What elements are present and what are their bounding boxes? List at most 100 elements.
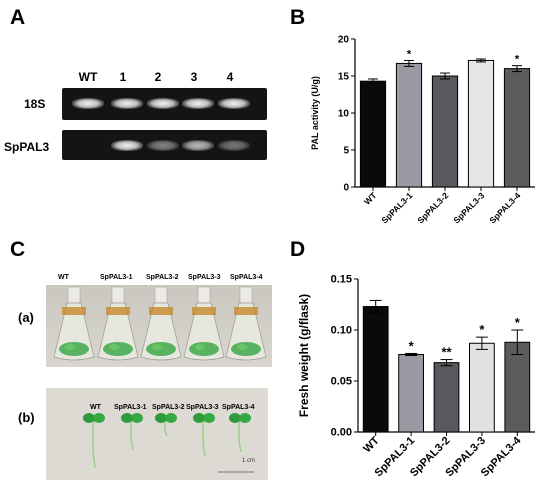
bar-sppal3-2 [431, 75, 459, 188]
photo-label-wt: WT [58, 274, 69, 281]
photo-label-sppal3-4: SpPAL3-4 [230, 274, 263, 281]
gel-image-18s [62, 88, 267, 120]
x-tick-label-sppal3-4: SpPAL3-4 [487, 190, 522, 225]
bar-sppal3-3 [469, 342, 495, 433]
row-label-sppal3: SpPAL3 [4, 140, 50, 154]
seedling-cluster [189, 342, 219, 356]
flask-band [234, 307, 258, 315]
y-tick-label: 15 [338, 72, 350, 83]
seedling-leaf [193, 413, 205, 423]
photo-label-sppal3-3: SpPAL3-3 [188, 274, 221, 281]
bar-sppal3-4 [504, 341, 531, 433]
y-tick-label: 10 [338, 109, 350, 120]
gel-band-18s-2 [147, 98, 179, 109]
seedling-label-sppal3-3: SpPAL3-3 [186, 404, 219, 411]
seedling-highlight [195, 344, 205, 350]
gel-band-sppal3-2 [147, 140, 179, 151]
seedling-label-sppal3-1: SpPAL3-1 [114, 404, 147, 411]
seedling-cluster [103, 342, 133, 356]
seedling-leaf [93, 413, 105, 423]
seedling-highlight [237, 344, 247, 350]
gel-band-18s-3 [182, 98, 214, 109]
x-tick-label-sppal3-1: SpPAL3-1 [379, 190, 414, 225]
panel-letter-b: B [290, 6, 306, 29]
seedling-highlight [152, 344, 162, 350]
gel-band-18s-1 [111, 98, 143, 109]
bar-wt [362, 306, 389, 433]
seedling-cluster [59, 342, 89, 356]
seedling-leaf [83, 413, 95, 423]
seedling-label-wt: WT [90, 404, 101, 411]
sub-label-a: (a) [18, 310, 34, 325]
seedling-cluster [146, 342, 176, 356]
panel-letter-d: D [290, 238, 306, 261]
scale-label: 1 cm [242, 458, 256, 464]
bar-sppal3-1 [395, 62, 423, 188]
flask-culture-photo [46, 285, 272, 367]
gel-band-sppal3-3 [182, 140, 214, 151]
gel-band-sppal3-1 [111, 140, 143, 151]
x-tick-label-sppal3-2: SpPAL3-2 [415, 190, 450, 225]
seedling-leaf [121, 413, 133, 423]
seedling-label-sppal3-2: SpPAL3-2 [152, 404, 185, 411]
fresh-weight-chart: 0.00 0.05 0.10 0.15 Fresh weight (g/flask) WT… [297, 274, 535, 479]
panel-letter-a: A [10, 6, 26, 29]
y-tick-label: 0.10 [331, 325, 352, 337]
flask-band [106, 307, 130, 315]
seedling-leaf [203, 413, 215, 423]
seedling-leaf [229, 413, 241, 423]
bar-wt [359, 80, 387, 188]
seedling-leaf [165, 413, 177, 423]
y-axis-label: PAL activity (U/g) [310, 76, 320, 150]
flask-neck [67, 286, 81, 304]
photo-label-sppal3-2: SpPAL3-2 [146, 274, 179, 281]
bar-sppal3-4 [503, 68, 531, 188]
flask-neck [197, 286, 211, 304]
lane-label-4: 4 [226, 70, 234, 84]
seedling-leaf [131, 413, 143, 423]
lane-label-2: 2 [154, 70, 162, 84]
flask-neck [239, 286, 253, 304]
bar-sppal3-1 [398, 353, 424, 433]
flask-band [62, 307, 86, 315]
lane-label-1: 1 [119, 70, 127, 84]
y-tick-label: 20 [338, 35, 350, 46]
flask-neck [154, 286, 168, 304]
seedling-leaf [155, 413, 167, 423]
x-tick-label-wt: WT [362, 190, 379, 207]
lane-label-wt: WT [78, 70, 98, 84]
y-tick-label: 0.05 [331, 376, 352, 388]
significance-marker: * [515, 315, 521, 330]
seedling-highlight [65, 344, 75, 350]
y-tick-label: 0 [343, 183, 349, 194]
y-tick-label: 5 [343, 146, 349, 157]
seedling-root [91, 417, 96, 469]
significance-marker: * [407, 48, 412, 60]
sub-label-b: (b) [18, 410, 35, 425]
flask-neck [111, 286, 125, 304]
significance-marker: ** [441, 345, 452, 360]
flask-band [192, 307, 216, 315]
gel-band-18s-4 [218, 98, 250, 109]
y-axis-label: Fresh weight (g/flask) [297, 294, 311, 417]
gel-band-sppal3-4 [218, 140, 250, 151]
y-tick-label: 0.15 [331, 274, 352, 286]
lane-label-3: 3 [190, 70, 198, 84]
seedling-photo [46, 388, 268, 480]
x-tick-label-wt: WT [361, 434, 382, 455]
seedling-cluster [231, 342, 261, 356]
seedling-label-sppal3-4: SpPAL3-4 [222, 404, 255, 411]
gel-image-sppal3 [62, 130, 267, 160]
row-label-18s: 18S [24, 97, 46, 111]
gel-band-18s-wt [72, 98, 104, 109]
panel-letter-c: C [10, 238, 26, 261]
y-tick-label: 0.00 [331, 427, 352, 439]
seedling-leaf [239, 413, 251, 423]
flask-band [149, 307, 173, 315]
seedling-highlight [109, 344, 119, 350]
bar-sppal3-2 [433, 362, 460, 433]
bar-sppal3-3 [467, 59, 495, 188]
significance-marker: * [515, 54, 520, 66]
significance-marker: * [409, 338, 415, 353]
